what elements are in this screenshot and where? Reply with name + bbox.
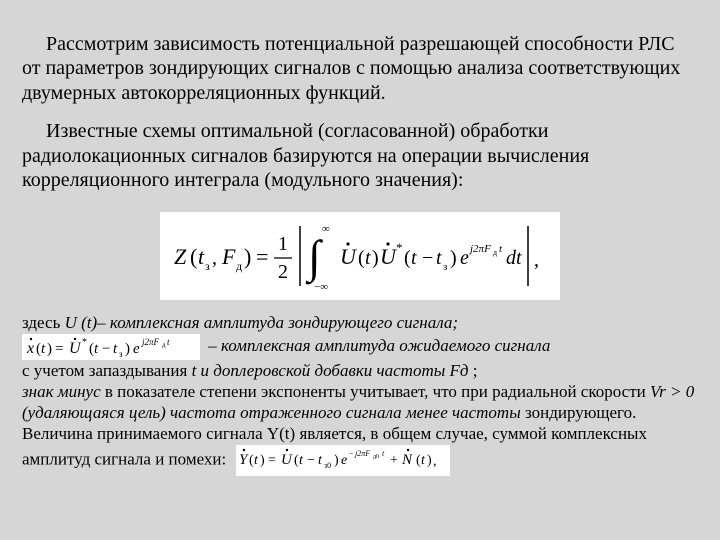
svg-text:Y: Y	[239, 452, 249, 468]
term-u-t: U (t)	[65, 313, 98, 332]
svg-text:U: U	[340, 244, 358, 269]
svg-text:2: 2	[278, 261, 288, 283]
svg-text:t: t	[41, 341, 46, 357]
svg-text:t: t	[499, 243, 503, 255]
notes-block: здесь U (t)– комплексная амплитуда зонди…	[22, 312, 698, 476]
paragraph-2: Известные схемы оптимальной (согласованн…	[22, 119, 698, 192]
svg-text:з0: з0	[324, 461, 331, 470]
svg-text:,: ,	[534, 249, 539, 271]
svg-text:t: t	[318, 453, 323, 468]
svg-text:N: N	[401, 452, 413, 468]
document-body: Рассмотрим зависимость потенциальной раз…	[0, 0, 720, 476]
svg-text:д: д	[162, 341, 166, 349]
svg-text:j2πF: j2πF	[141, 337, 160, 347]
svg-text:): )	[334, 453, 339, 468]
svg-text:+: +	[390, 453, 398, 468]
svg-text:∞: ∞	[322, 223, 330, 235]
svg-text:t: t	[254, 453, 259, 468]
svg-text:j2πF: j2πF	[468, 243, 491, 255]
svg-text:t: t	[94, 341, 99, 357]
note-line-1: здесь U (t)– комплексная амплитуда зонди…	[22, 312, 698, 333]
text-fragment: в показателе степени экспоненты учитывае…	[101, 382, 650, 401]
svg-text:д0: д0	[373, 454, 379, 460]
paragraph-1: Рассмотрим зависимость потенциальной раз…	[22, 32, 698, 105]
svg-text:з: з	[119, 349, 123, 359]
text-fragment: – комплексная амплитуда зондирующего сиг…	[97, 313, 458, 332]
tail-formula-y: Y ( t ) = U ( t − t з0 ) e −	[236, 445, 450, 476]
svg-text:j2πF: j2πF	[354, 449, 370, 458]
svg-text:(: (	[190, 244, 197, 269]
term-t-fd: t и доплеровской добавки частоты Fд	[192, 361, 473, 380]
svg-text:∫: ∫	[305, 231, 323, 285]
text-fragment: – комплексная амплитуда ожидаемого сигна…	[208, 336, 550, 355]
svg-text:): )	[450, 247, 457, 269]
text-fragment: ;	[473, 361, 478, 380]
svg-text:e: e	[341, 453, 347, 468]
note-line-5: Величина принимаемого сигнала Y(t) являе…	[22, 423, 698, 476]
svg-text:e: e	[460, 247, 469, 269]
svg-text:t: t	[436, 247, 442, 269]
svg-text:dt: dt	[506, 247, 522, 269]
note-line-2: x ( t ) = U * ( t − t з ) e	[22, 334, 698, 360]
svg-text:): )	[427, 453, 432, 468]
svg-text:1: 1	[278, 233, 288, 255]
svg-text:): )	[125, 341, 130, 357]
svg-text:U: U	[69, 340, 82, 357]
svg-text:,: ,	[433, 454, 437, 469]
note-line-4: знак минус в показателе степени экспонен…	[22, 381, 698, 424]
svg-text:*: *	[82, 337, 87, 348]
inline-formula-x: x ( t ) = U * ( t − t з ) e	[22, 334, 200, 360]
svg-text:−: −	[307, 453, 315, 468]
svg-text:з: з	[443, 261, 447, 273]
svg-text:(: (	[358, 247, 365, 269]
svg-text:д: д	[236, 259, 242, 273]
svg-text:): )	[260, 453, 265, 468]
svg-text:t: t	[411, 247, 417, 269]
svg-text:t: t	[198, 244, 205, 269]
svg-text:t: t	[299, 453, 304, 468]
svg-text:t: t	[382, 449, 385, 458]
svg-text:−: −	[422, 247, 433, 269]
svg-text:−: −	[102, 341, 110, 357]
svg-text:(: (	[404, 247, 411, 269]
text-fragment: с учетом запаздывания	[22, 361, 192, 380]
svg-text:): )	[47, 341, 52, 357]
svg-text:): )	[244, 244, 251, 269]
svg-text:e: e	[133, 341, 140, 357]
svg-text:t: t	[421, 453, 426, 468]
svg-text:x: x	[26, 340, 34, 357]
svg-text:=: =	[55, 341, 63, 357]
svg-text:Z: Z	[174, 244, 187, 269]
svg-text:): )	[372, 247, 379, 269]
text-fragment: здесь	[22, 313, 65, 332]
svg-text:=: =	[256, 244, 268, 269]
note-line-3: с учетом запаздывания t и доплеровской д…	[22, 360, 698, 381]
term-minus: знак минус	[22, 382, 101, 401]
svg-text:з: з	[205, 259, 210, 273]
svg-text:t: t	[365, 247, 371, 269]
text-fragment: зондирующего.	[521, 403, 637, 422]
svg-text:,: ,	[212, 247, 217, 269]
svg-text:t: t	[167, 337, 170, 347]
svg-text:F: F	[221, 244, 236, 269]
svg-text:−: −	[349, 449, 354, 458]
svg-text:=: =	[268, 453, 276, 468]
main-formula: Z ( t з , F д ) = 1 2 ∫ ∞ −∞	[160, 212, 560, 300]
svg-text:−∞: −∞	[314, 281, 328, 292]
svg-text:U: U	[281, 452, 293, 468]
svg-text:t: t	[113, 341, 118, 357]
svg-text:д: д	[493, 248, 497, 257]
svg-text:*: *	[396, 240, 403, 255]
